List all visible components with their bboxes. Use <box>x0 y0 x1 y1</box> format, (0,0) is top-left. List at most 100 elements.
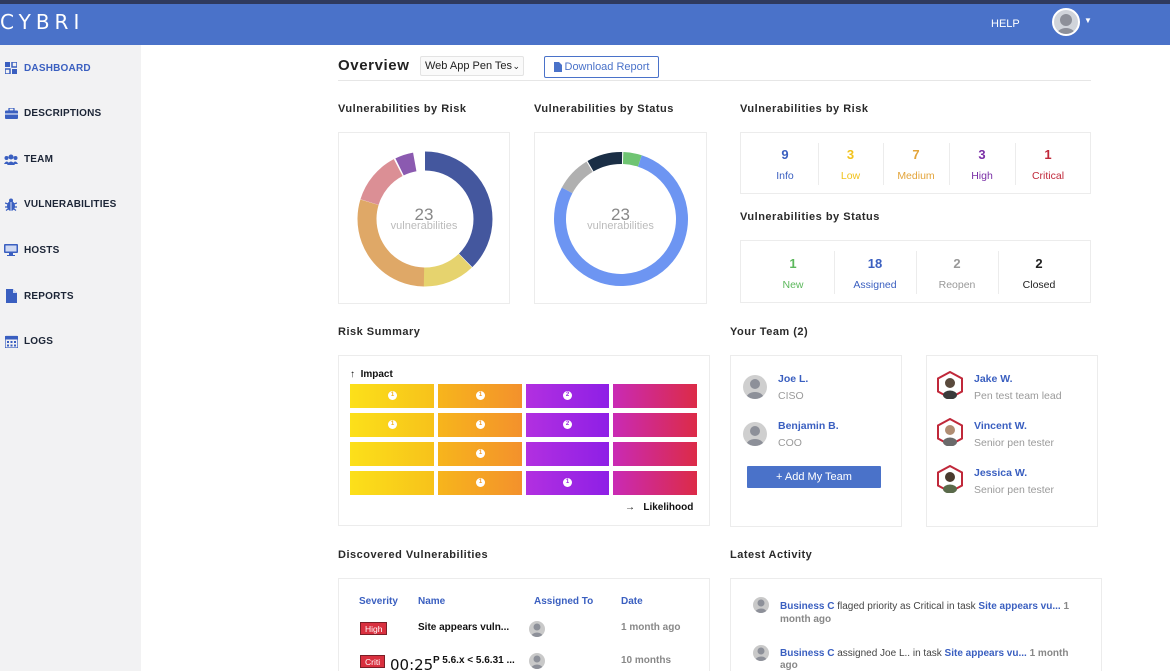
stat-info[interactable]: 9 Info <box>745 147 825 182</box>
activity-time: 1 <box>1060 601 1070 612</box>
sidebar-item-label: DASHBOARD <box>24 62 91 74</box>
risk-count: 2 <box>563 391 572 400</box>
risk-summary-card <box>338 355 710 526</box>
help-link[interactable]: HELP <box>991 18 1020 30</box>
add-team-button[interactable]: + Add My Team <box>747 466 881 488</box>
team-member-role: Pen test team lead <box>974 390 1062 402</box>
stat-high[interactable]: 3 High <box>949 147 1015 182</box>
page-title: Overview <box>338 57 410 74</box>
risk-count: 2 <box>563 420 572 429</box>
app-logo[interactable]: CYBRI <box>0 10 85 34</box>
activity-item: Business C flaged priority as Critical i… <box>780 601 1069 612</box>
stat-closed[interactable]: 2 Closed <box>998 256 1080 291</box>
team-member-name[interactable]: Jake W. <box>974 373 1013 385</box>
stat-value: 2 <box>953 256 961 271</box>
avatar[interactable] <box>743 375 767 399</box>
activity-time-wrap: month ago <box>780 614 832 625</box>
vulnerability-date: 1 month ago <box>621 622 681 633</box>
avatar[interactable] <box>936 418 964 446</box>
divider <box>998 251 999 294</box>
stat-label: Assigned <box>853 279 897 291</box>
user-avatar[interactable] <box>1052 8 1080 36</box>
risk-cell[interactable] <box>350 471 434 495</box>
sidebar-item-logs[interactable]: LOGS <box>0 330 141 352</box>
column-header-severity[interactable]: Severity <box>359 596 398 607</box>
activity-actor-link[interactable]: Business C <box>780 601 835 612</box>
stat-medium[interactable]: 7 Medium <box>883 147 949 182</box>
stat-new[interactable]: 1 New <box>752 256 834 291</box>
risk-cell[interactable] <box>613 471 697 495</box>
sidebar-item-reports[interactable]: REPORTS <box>0 285 141 307</box>
stat-assigned[interactable]: 18 Assigned <box>834 256 916 291</box>
briefcase-icon <box>4 106 18 120</box>
sidebar-item-label: TEAM <box>24 153 54 165</box>
avatar[interactable] <box>936 371 964 399</box>
column-header-name[interactable]: Name <box>418 596 446 607</box>
risk-cell[interactable]: 1 <box>438 442 522 466</box>
discovered-card <box>338 578 710 671</box>
sidebar-item-vulnerabilities[interactable]: VULNERABILITIES <box>0 193 141 215</box>
activity-item: Business C assigned Joe L.. in task Site… <box>780 648 1068 659</box>
risk-cell[interactable]: 1 <box>438 413 522 437</box>
risk-cell[interactable]: 1 <box>350 413 434 437</box>
risk-donut-chart <box>357 151 493 287</box>
project-select[interactable]: Web App Pen Tes ⌄ <box>420 56 524 76</box>
severity-badge: High <box>360 622 388 635</box>
team-member-name[interactable]: Benjamin B. <box>778 420 839 432</box>
stat-low[interactable]: 3 Low <box>818 147 883 182</box>
donut-total-label: vulnerabilities <box>587 220 654 232</box>
risk-cell[interactable] <box>526 442 609 466</box>
activity-actor-link[interactable]: Business C <box>780 648 835 659</box>
risk-cell[interactable] <box>613 442 697 466</box>
activity-time: 1 month <box>1026 648 1069 659</box>
sidebar-item-label: VULNERABILITIES <box>24 198 117 210</box>
risk-cell[interactable] <box>350 442 434 466</box>
risk-cell[interactable] <box>613 413 697 437</box>
download-report-button[interactable]: Download Report <box>544 56 659 78</box>
risk-cell[interactable]: 2 <box>526 384 609 408</box>
stat-critical[interactable]: 1 Critical <box>1015 147 1081 182</box>
stat-label: Closed <box>1022 279 1056 291</box>
column-header-date[interactable]: Date <box>621 596 643 607</box>
activity-text: assigned Joe L.. in task <box>834 648 945 659</box>
avatar[interactable] <box>743 422 767 446</box>
avatar <box>753 645 769 661</box>
avatar[interactable] <box>936 465 964 493</box>
risk-cell[interactable]: 1 <box>438 384 522 408</box>
donut-total-label: vulnerabilities <box>390 220 458 232</box>
team-title: Your Team (2) <box>730 326 809 338</box>
activity-task-link[interactable]: Site appears vu... <box>944 648 1027 659</box>
impact-axis-label: ↑ Impact <box>350 369 393 380</box>
status-stats-card: 1 New 18 Assigned 2 Reopen 2 Closed <box>740 240 1091 303</box>
chevron-down-icon: ⌄ <box>512 61 520 71</box>
risk-count: 1 <box>476 420 485 429</box>
team-member-name[interactable]: Joe L. <box>778 373 809 385</box>
stat-reopen[interactable]: 2 Reopen <box>916 256 998 291</box>
chevron-down-icon[interactable]: ▼ <box>1084 16 1092 25</box>
monitor-icon <box>4 243 18 257</box>
stat-value: 7 <box>912 147 920 162</box>
activity-task-link[interactable]: Site appears vu... <box>978 601 1061 612</box>
risk-count: 1 <box>476 478 485 487</box>
column-header-assigned[interactable]: Assigned To <box>534 596 594 607</box>
sidebar-item-hosts[interactable]: HOSTS <box>0 239 141 261</box>
sidebar-item-team[interactable]: TEAM <box>0 148 141 170</box>
risk-stats-title: Vulnerabilities by Risk <box>740 103 869 115</box>
team-member-role: Senior pen tester <box>974 437 1054 449</box>
sidebar-item-label: REPORTS <box>24 290 74 302</box>
risk-cell[interactable]: 1 <box>438 471 522 495</box>
sidebar-item-dashboard[interactable]: DASHBOARD <box>0 57 141 79</box>
risk-cell[interactable]: 1 <box>526 471 609 495</box>
impact-label: Impact <box>360 369 393 380</box>
vulnerability-name[interactable]: P 5.6.x < 5.6.31 ... <box>433 655 515 666</box>
stat-value: 9 <box>781 147 789 162</box>
risk-cell[interactable] <box>613 384 697 408</box>
risk-cell[interactable]: 2 <box>526 413 609 437</box>
stat-label: New <box>782 279 804 291</box>
sidebar-item-descriptions[interactable]: DESCRIPTIONS <box>0 102 141 124</box>
risk-cell[interactable]: 1 <box>350 384 434 408</box>
team-member-name[interactable]: Jessica W. <box>974 467 1028 479</box>
vulnerability-name[interactable]: Site appears vuln... <box>418 622 510 633</box>
team-member-name[interactable]: Vincent W. <box>974 420 1027 432</box>
donut-slice-high <box>357 151 493 287</box>
